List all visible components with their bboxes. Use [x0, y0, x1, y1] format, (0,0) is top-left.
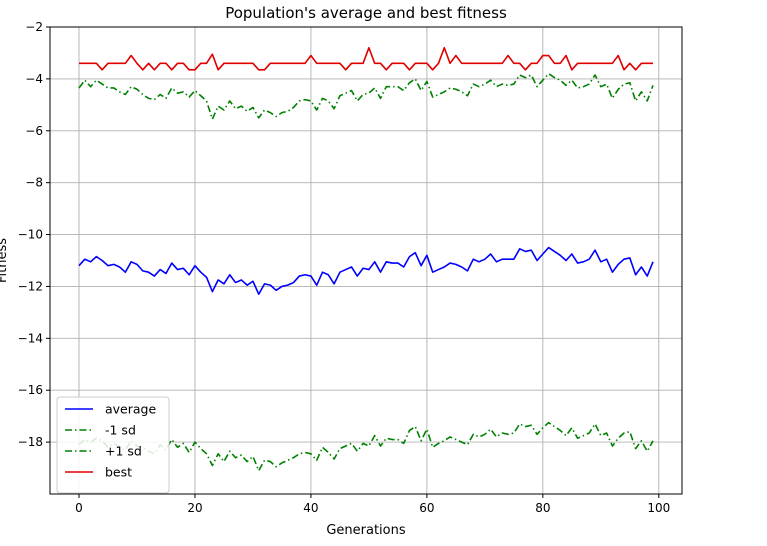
- x-tick-label: 0: [75, 501, 83, 515]
- y-tick-label: −8: [25, 176, 43, 190]
- legend-label: -1 sd: [105, 423, 136, 438]
- legend-label: average: [105, 402, 156, 417]
- y-tick-label: −2: [25, 20, 43, 34]
- x-tick-label: 20: [187, 501, 202, 515]
- series-line-2: [78, 72, 654, 120]
- y-tick-label: −16: [18, 383, 43, 397]
- legend-label: +1 sd: [105, 444, 142, 459]
- x-tick-label: 60: [419, 501, 434, 515]
- y-tick-label: −12: [18, 279, 43, 293]
- tick-layer: 0 20 40 60 80 100 −18 −16 −14 −12 −10 −8 −6 −4 −2: [18, 20, 671, 515]
- y-tick-label: −6: [25, 124, 43, 138]
- y-tick-label: −18: [18, 435, 43, 449]
- series-line-3: [78, 46, 654, 71]
- series-line-1: [78, 421, 654, 472]
- legend-box: [56, 396, 170, 494]
- series-line-0: [78, 246, 654, 296]
- legend-label: best: [105, 465, 132, 480]
- y-tick-label: −14: [18, 331, 43, 345]
- series-layer: [78, 46, 654, 472]
- x-tick-label: 100: [647, 501, 670, 515]
- y-axis-label: Fitness: [0, 238, 10, 283]
- plot-frame: [49, 26, 683, 495]
- y-tick-label: −4: [25, 72, 43, 86]
- y-tick-label: −10: [18, 228, 43, 242]
- x-axis-label: Generations: [326, 523, 406, 538]
- legend: average -1 sd +1 sd best: [56, 396, 170, 494]
- chart-title: Population's average and best fitness: [225, 4, 507, 22]
- x-tick-label: 80: [535, 501, 550, 515]
- x-tick-label: 40: [303, 501, 318, 515]
